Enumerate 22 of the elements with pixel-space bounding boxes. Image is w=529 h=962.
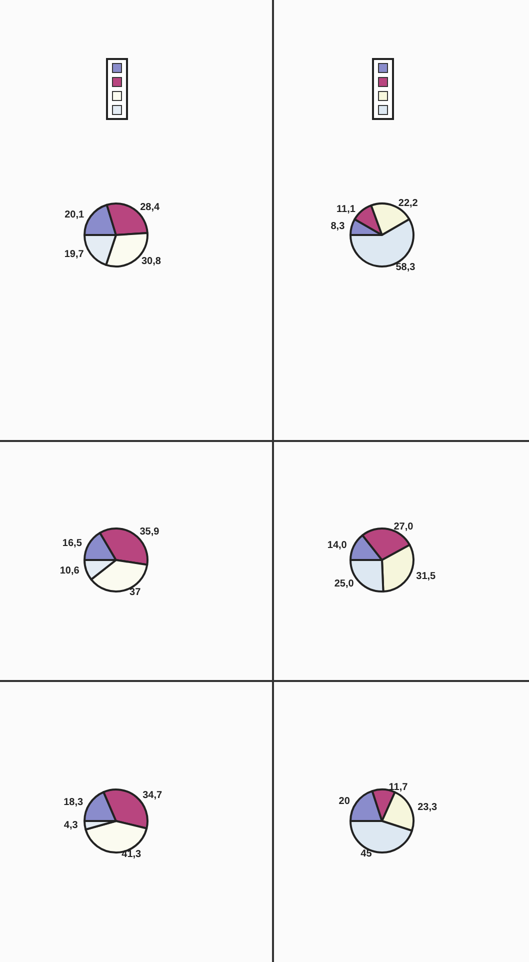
data-label: 20 (338, 796, 350, 807)
data-label: 16,5 (62, 538, 82, 549)
data-label: 11,7 (388, 782, 408, 794)
data-label: 4,3 (64, 820, 78, 832)
data-label: 23,3 (417, 802, 438, 813)
data-label: 30,8 (141, 256, 162, 268)
data-label: 11,1 (336, 204, 356, 215)
data-label: 37 (130, 586, 142, 598)
data-label: 20,1 (64, 210, 85, 221)
data-label: 19,7 (64, 249, 84, 260)
data-label: 8,3 (330, 220, 345, 232)
data-label: 10,6 (60, 565, 80, 576)
data-label: 28,4 (140, 202, 160, 213)
data-label: 34,7 (142, 790, 163, 801)
data-label: 35,9 (140, 526, 160, 538)
data-label: 27,0 (393, 522, 414, 533)
data-label: 22,2 (398, 198, 418, 209)
data-label: 31,5 (416, 571, 436, 582)
data-label: 25,0 (334, 578, 354, 590)
data-label: 58,3 (395, 262, 416, 273)
data-label: 14,0 (326, 540, 347, 551)
data-label: 18,3 (64, 797, 84, 808)
